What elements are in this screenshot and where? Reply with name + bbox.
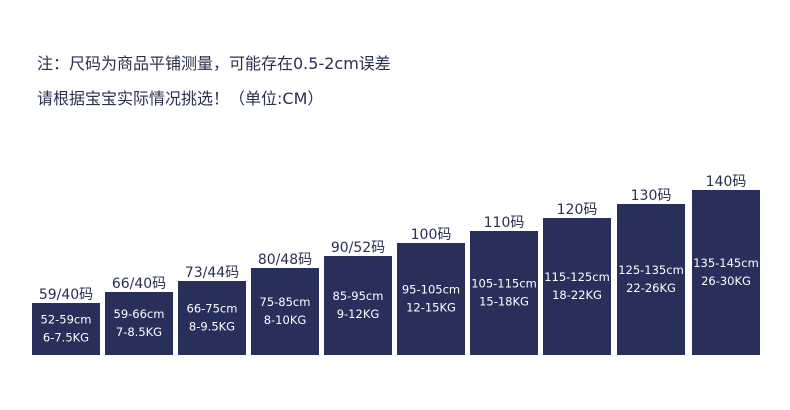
size-bar [470,231,538,355]
height-range: 125-135cm [618,263,684,277]
weight-range: 6-7.5KG [43,331,89,345]
size-label: 73/44码 [185,265,239,281]
weight-range: 8-10KG [264,313,307,327]
size-bar [251,268,319,355]
weight-range: 26-30KG [701,274,751,288]
weight-range: 18-22KG [552,288,602,302]
size-label: 140码 [706,174,747,190]
size-bar [617,204,685,355]
weight-range: 15-18KG [479,295,529,309]
height-range: 105-115cm [471,277,537,291]
height-range: 135-145cm [693,256,759,270]
size-label: 120码 [557,202,598,218]
size-label: 90/52码 [331,240,385,256]
height-range: 95-105cm [402,283,460,297]
height-range: 85-95cm [333,289,384,303]
note: 请根据宝宝实际情况挑选！（单位:CM） [37,89,323,108]
height-range: 115-125cm [544,270,610,284]
weight-range: 8-9.5KG [189,320,235,334]
weight-range: 22-26KG [626,281,676,295]
weight-range: 12-15KG [406,301,456,315]
note: 注：尺码为商品平铺测量，可能存在0.5-2cm误差 [37,54,391,73]
height-range: 59-66cm [114,307,165,321]
weight-range: 7-8.5KG [116,325,162,339]
size-bar [397,243,465,355]
size-bar [543,218,611,355]
size-bar [692,190,760,355]
weight-range: 9-12KG [337,307,380,321]
height-range: 66-75cm [187,302,238,316]
size-label: 66/40码 [112,276,166,292]
height-range: 52-59cm [41,313,92,327]
size-label: 110码 [484,215,525,231]
size-label: 80/48码 [258,252,312,268]
height-range: 75-85cm [260,295,311,309]
size-label: 59/40码 [39,287,93,303]
bars: 59/40码 52-59cm 6-7.5KG 66/40码 59-66cm 7-8.5KG… [32,174,760,355]
size-label: 100码 [411,227,452,243]
size-bar [32,303,100,355]
size-bar [178,281,246,355]
size-bar [324,256,392,355]
size-bar [105,292,173,355]
size-label: 130码 [631,188,672,204]
